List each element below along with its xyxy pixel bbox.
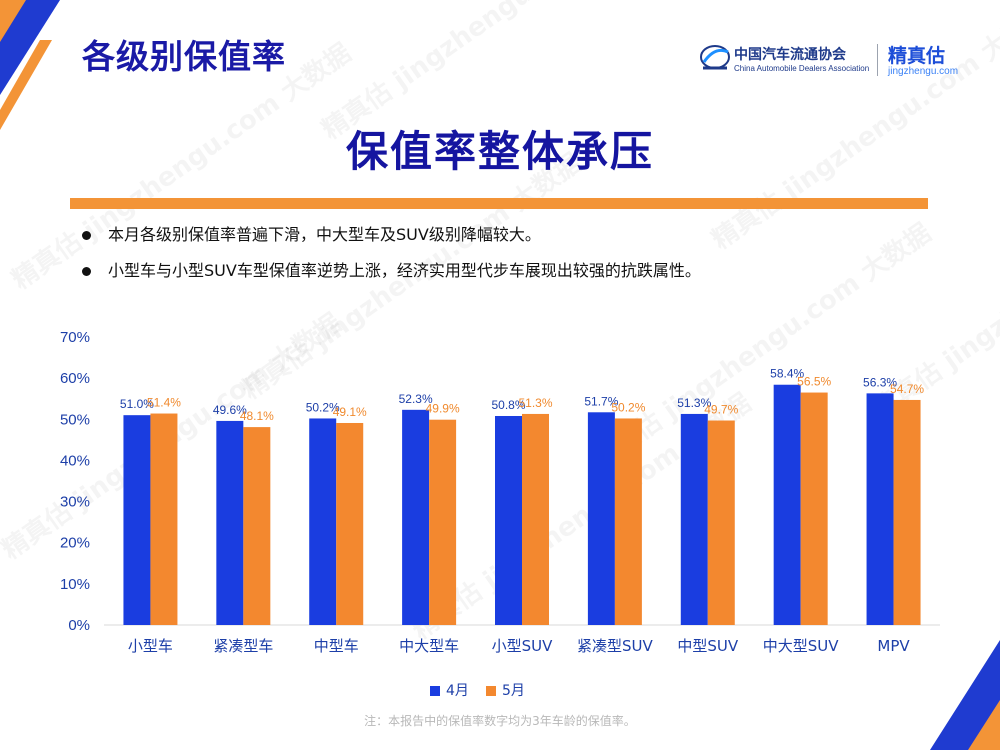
cada-name-en: China Automobile Dealers Association xyxy=(734,64,870,73)
legend-swatch-may xyxy=(486,686,496,696)
y-tick-label: 60% xyxy=(60,370,90,387)
logo-area: 中国汽车流通协会 China Automobile Dealers Associ… xyxy=(700,42,980,82)
data-label-april: 51.3% xyxy=(677,396,711,410)
data-label-may: 49.7% xyxy=(704,403,738,417)
data-label-april: 51.0% xyxy=(120,397,154,411)
bar-may xyxy=(522,413,549,625)
x-tick-label: 中大型SUV xyxy=(763,637,840,655)
x-tick-label: 中型车 xyxy=(314,637,359,655)
page-title: 各级别保值率 xyxy=(82,37,286,76)
bar-april xyxy=(309,418,337,625)
bar-may xyxy=(429,419,457,625)
legend-label-may: 5月 xyxy=(502,683,525,699)
x-tick-label: 中大型车 xyxy=(399,637,459,655)
logo-divider xyxy=(877,44,878,76)
bullet-icon xyxy=(82,267,91,276)
y-tick-label: 10% xyxy=(60,576,90,593)
bar-april xyxy=(495,415,522,625)
data-label-may: 54.7% xyxy=(890,382,924,396)
bar-may xyxy=(336,422,364,625)
x-tick-label: 紧凑型车 xyxy=(213,637,273,655)
bar-may xyxy=(150,413,178,625)
cada-logo-icon xyxy=(700,45,730,70)
data-label-may: 49.9% xyxy=(426,402,460,416)
legend-swatch-april xyxy=(430,686,440,696)
bar-may xyxy=(707,420,735,625)
cada-name: 中国汽车流通协会 xyxy=(734,47,846,63)
bar-may xyxy=(243,427,271,625)
y-tick-label: 40% xyxy=(60,452,90,469)
bullet-text: 小型车与小型SUV车型保值率逆势上涨，经济实用型代步车展现出较强的抗跌属性。 xyxy=(108,261,701,280)
data-label-april: 50.8% xyxy=(491,398,525,412)
data-label-may: 50.2% xyxy=(611,400,645,414)
bar-april xyxy=(587,412,615,625)
y-tick-label: 0% xyxy=(68,617,90,634)
legend-item-april: 4月 xyxy=(430,680,469,700)
brand-url: jingzhengu.com xyxy=(888,66,959,77)
bar-april xyxy=(773,384,801,625)
bar-april xyxy=(680,413,708,625)
y-tick-label: 20% xyxy=(60,535,90,552)
bullet-item: 小型车与小型SUV车型保值率逆势上涨，经济实用型代步车展现出较强的抗跌属性。 xyxy=(80,258,701,294)
bar-april xyxy=(216,420,244,625)
data-label-may: 48.1% xyxy=(240,409,274,423)
bar-april xyxy=(402,409,430,625)
bullet-text: 本月各级别保值率普遍下滑，中大型车及SUV级别降幅较大。 xyxy=(108,225,541,244)
data-label-april: 49.6% xyxy=(213,403,247,417)
y-tick-label: 30% xyxy=(60,494,90,511)
data-label-may: 51.4% xyxy=(147,396,181,410)
x-tick-label: 小型车 xyxy=(128,637,173,655)
bar-may xyxy=(800,392,828,625)
brand-logo: 精真估 xyxy=(888,45,946,67)
bullet-icon xyxy=(82,231,91,240)
data-label-april: 50.2% xyxy=(306,400,340,414)
data-label-may: 51.3% xyxy=(518,396,552,410)
legend-label-april: 4月 xyxy=(446,683,469,699)
data-label-april: 51.7% xyxy=(584,394,618,408)
main-title: 保值率整体承压 xyxy=(345,127,654,176)
x-tick-label: 紧凑型SUV xyxy=(577,637,654,655)
data-label-may: 49.1% xyxy=(333,405,367,419)
data-label-april: 56.3% xyxy=(863,375,897,389)
legend-item-may: 5月 xyxy=(486,680,525,700)
footnote: 注：本报告中的保值率数字均为3年车龄的保值率。 xyxy=(364,714,636,728)
bar-april xyxy=(866,393,894,625)
y-tick-label: 70% xyxy=(60,329,90,346)
y-tick-label: 50% xyxy=(60,411,90,428)
bar-april xyxy=(123,415,151,625)
x-tick-label: MPV xyxy=(877,637,910,655)
bullet-list: 本月各级别保值率普遍下滑，中大型车及SUV级别降幅较大。 小型车与小型SUV车型… xyxy=(80,222,701,294)
data-label-april: 58.4% xyxy=(770,367,804,381)
bar-may xyxy=(614,418,642,625)
data-label-may: 56.5% xyxy=(797,375,831,389)
bullet-item: 本月各级别保值率普遍下滑，中大型车及SUV级别降幅较大。 xyxy=(80,222,701,258)
x-tick-label: 中型SUV xyxy=(677,637,739,655)
orange-divider xyxy=(70,198,928,209)
data-label-april: 52.3% xyxy=(399,392,433,406)
x-tick-label: 小型SUV xyxy=(492,637,554,655)
bar-may xyxy=(893,399,921,625)
